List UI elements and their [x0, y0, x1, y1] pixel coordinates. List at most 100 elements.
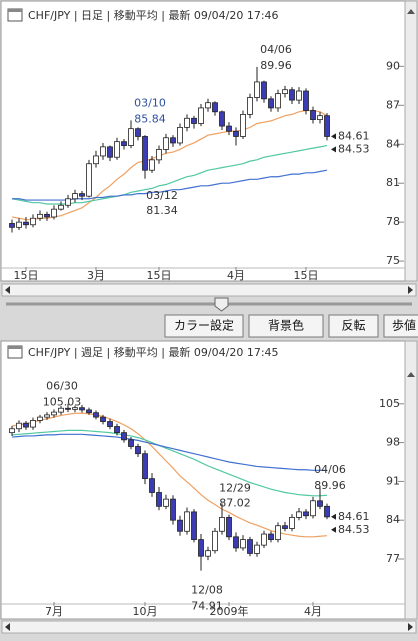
last-price-marker [331, 526, 336, 533]
h-scrollbar[interactable] [1, 620, 417, 634]
y-tick-label: 81 [386, 176, 400, 189]
candle-body [324, 115, 330, 137]
candle-body [149, 478, 155, 493]
candle-body [233, 130, 239, 137]
y-tick-label: 91 [386, 474, 400, 487]
candle-body [72, 407, 78, 410]
button-label: 背景色 [268, 319, 304, 333]
annotation-date: 06/30 [46, 380, 78, 393]
candle-body [65, 407, 71, 410]
scroll-right[interactable] [408, 286, 413, 294]
toolbar-button[interactable]: カラー設定 [164, 314, 244, 338]
candle-body [170, 498, 176, 521]
candle-body [191, 511, 197, 540]
button-face [383, 314, 418, 338]
toolbar-button[interactable]: 歩値 [383, 314, 418, 338]
candle-body [16, 422, 22, 430]
candle-body [254, 81, 260, 98]
candle-body [198, 539, 204, 557]
candle-body [23, 422, 29, 428]
last-price-label: 84.53 [338, 142, 370, 155]
candle-body [37, 213, 43, 219]
moving-average [11, 412, 328, 538]
y-tick-label: 84 [386, 513, 400, 526]
candle-body [37, 416, 43, 421]
candle-body [156, 149, 162, 161]
candle-body [282, 525, 288, 529]
candle-body [142, 136, 148, 171]
last-price-marker [331, 133, 336, 140]
annotation-date: 03/12 [146, 189, 178, 202]
x-tick-label: 15日 [14, 269, 39, 282]
candle-body [240, 113, 246, 137]
candle-body [247, 97, 253, 115]
moving-average [11, 144, 328, 205]
button-face [328, 314, 379, 338]
y-tick-label: 78 [386, 215, 400, 228]
y-tick-label: 84 [386, 137, 400, 150]
candle-body [156, 492, 162, 507]
candle-body [191, 117, 197, 124]
slider-thumb[interactable] [214, 297, 229, 312]
candle-body [121, 432, 127, 441]
button-face [248, 314, 324, 338]
scroll-left[interactable] [5, 623, 10, 631]
x-tick-label: 2009年 [210, 604, 249, 618]
candle-body [289, 89, 295, 101]
candle-body [16, 221, 22, 228]
button-label: カラー設定 [174, 318, 234, 333]
candle-body [93, 155, 99, 165]
candle-body [268, 533, 274, 540]
toolbar-button[interactable]: 背景色 [248, 314, 324, 338]
annotation-price: 89.96 [260, 59, 292, 72]
candle-body [107, 421, 113, 427]
candle-body [219, 111, 225, 127]
candle-body [128, 439, 134, 447]
annotation-price: 74.91 [191, 600, 223, 613]
annotation-price: 81.34 [146, 204, 178, 217]
button-label: 反転 [341, 319, 365, 333]
last-price-label: 84.53 [338, 523, 370, 536]
annotation-date: 04/06 [260, 43, 292, 56]
candle-body [149, 159, 155, 171]
candle-body [317, 115, 323, 120]
candle-body [44, 414, 50, 418]
candle-body [310, 110, 316, 120]
candle-body [275, 525, 281, 540]
candle-body [79, 407, 85, 411]
annotation-price: 85.84 [134, 112, 166, 125]
scroll-right[interactable] [408, 623, 413, 631]
candle-body [212, 102, 218, 113]
annotation-price: 89.96 [314, 479, 346, 492]
strip-arrow[interactable] [407, 9, 415, 14]
candle-body [226, 517, 232, 538]
candle-body [261, 533, 267, 546]
h-scrollbar[interactable] [1, 283, 417, 297]
strip-arrow[interactable] [407, 372, 415, 377]
candle-body [30, 420, 36, 428]
y-tick-label: 105 [379, 397, 400, 410]
candle-body [128, 128, 134, 146]
button-label: 歩値 [392, 318, 416, 333]
candle-body [261, 81, 267, 100]
candle-body [289, 517, 295, 529]
y-tick-label: 77 [386, 552, 400, 565]
annotation-date: 12/29 [219, 481, 251, 494]
candle-body [135, 128, 141, 137]
moving-average [11, 429, 328, 497]
moving-average [11, 433, 327, 471]
y-tick-label: 98 [386, 436, 400, 449]
candle-body [212, 530, 218, 552]
scroll-left[interactable] [5, 286, 10, 294]
toolbar-button[interactable]: 反転 [328, 314, 379, 338]
weekly-window [0, 340, 406, 620]
candle-body [324, 505, 330, 518]
window-title: CHF/JPY | 日足 | 移動平均 | 最新 09/04/20 17:46 [28, 8, 279, 22]
candle-body [107, 146, 113, 158]
candle-body [9, 428, 15, 434]
window-icon-bar [8, 346, 22, 349]
candle-body [65, 198, 71, 206]
candle-body [184, 511, 190, 532]
candle-body [275, 93, 281, 109]
